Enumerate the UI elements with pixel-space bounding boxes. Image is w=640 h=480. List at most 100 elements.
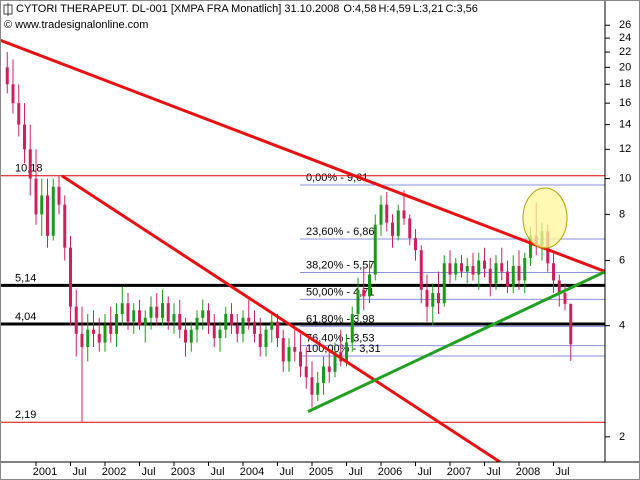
x-tick-label: Jul [210, 466, 224, 478]
header-value: L:3,21 [413, 3, 444, 15]
candle-body [310, 377, 314, 395]
chart-title: CYTORI THERAPEUT. DL-001 [XMPA FRA Monat… [16, 3, 339, 15]
candle-body [57, 186, 61, 205]
candle-body [51, 186, 55, 236]
candle-body [437, 293, 440, 304]
y-tick-label: 14 [619, 118, 631, 130]
candle-body [408, 218, 412, 239]
x-tick-label: Jul [279, 466, 293, 478]
y-tick-label: 26 [619, 19, 631, 31]
highlight-circle [522, 187, 568, 249]
candle-body [212, 325, 216, 339]
candle-body [391, 222, 394, 236]
fib-label: 23,60% - 6,86 [306, 226, 375, 238]
candle-body [356, 289, 360, 315]
candle-body [80, 333, 84, 348]
y-tick-label: 24 [619, 32, 631, 44]
fib-label: 61,80% - 3,98 [306, 313, 375, 325]
candle-body [224, 314, 228, 330]
y-tick-label: 4 [619, 320, 625, 332]
x-tick-label: Jul [72, 466, 86, 478]
y-tick-label: 10 [619, 172, 631, 184]
y-tick-label: 18 [619, 78, 631, 90]
candle-body [569, 303, 573, 345]
candle-body [241, 317, 245, 334]
header-value: C:3,56 [445, 3, 477, 15]
y-tick-label: 12 [619, 143, 631, 155]
candle-body [494, 263, 498, 284]
candle-body [230, 314, 233, 326]
candle-body [166, 303, 170, 322]
level-label: 5,14 [15, 272, 36, 284]
level-label: 2,19 [15, 409, 36, 421]
candle-body [189, 329, 193, 343]
candle-body [5, 67, 9, 85]
candle-body [511, 265, 515, 287]
candle-body [529, 235, 532, 258]
candle-body [120, 303, 124, 315]
candle-body [235, 325, 239, 334]
candle-body [132, 310, 136, 322]
candle-body [460, 263, 463, 272]
candle-body [517, 265, 521, 281]
x-tick-label: Jul [486, 466, 500, 478]
candle-body [74, 306, 78, 334]
candle-body [34, 178, 38, 215]
fib-label: 100,00% - 3,31 [306, 343, 381, 355]
x-tick-label: 2007 [447, 466, 471, 478]
candle-body [552, 263, 555, 281]
candle-body [506, 271, 509, 287]
candle-body [201, 310, 205, 318]
x-tick-label: Jul [555, 466, 569, 478]
candle-body [184, 329, 187, 343]
candle-body [402, 210, 406, 219]
candle-body [414, 238, 417, 251]
candle-body [178, 314, 182, 330]
candle-body [207, 310, 210, 326]
trend-line [61, 174, 501, 462]
x-tick-label: 2008 [516, 466, 540, 478]
y-tick-label: 22 [619, 46, 631, 58]
candle-body [143, 317, 147, 326]
candle-body [448, 263, 452, 275]
candle-body [11, 84, 15, 104]
candle-body [155, 306, 159, 318]
candle-body [63, 204, 67, 248]
candle-body [431, 293, 435, 307]
candle-body [161, 303, 164, 318]
trend-line [0, 38, 605, 274]
y-tick-label: 2 [619, 431, 625, 443]
candle-body [115, 314, 118, 334]
candle-body [109, 325, 113, 334]
candle-body [293, 347, 297, 352]
level-label: 4,04 [15, 311, 36, 323]
candle-body [299, 351, 302, 367]
candle-body [379, 204, 383, 225]
candle-body [385, 204, 389, 223]
candle-body [563, 293, 567, 304]
x-tick-label: Jul [141, 466, 155, 478]
fib-label: 38,20% - 5,57 [306, 259, 375, 271]
candle-body [69, 247, 72, 307]
candle-body [46, 195, 49, 236]
candle-body [281, 338, 285, 362]
candle-body [557, 280, 561, 294]
x-tick-label: 2003 [171, 466, 195, 478]
x-tick-label: 2004 [240, 466, 264, 478]
candle-body [126, 303, 130, 322]
candle-body [253, 321, 256, 334]
x-tick-label: Jul [417, 466, 431, 478]
y-tick-label: 8 [619, 208, 625, 220]
candle-body [350, 314, 354, 343]
candle-body [396, 210, 400, 236]
candle-body [17, 103, 21, 125]
candle-body [327, 366, 331, 372]
candle-body [419, 250, 423, 290]
candle-body [172, 314, 176, 322]
candle-body [322, 366, 325, 383]
trend-line [307, 270, 605, 414]
candle-body [287, 347, 291, 362]
candle-body [149, 306, 153, 318]
